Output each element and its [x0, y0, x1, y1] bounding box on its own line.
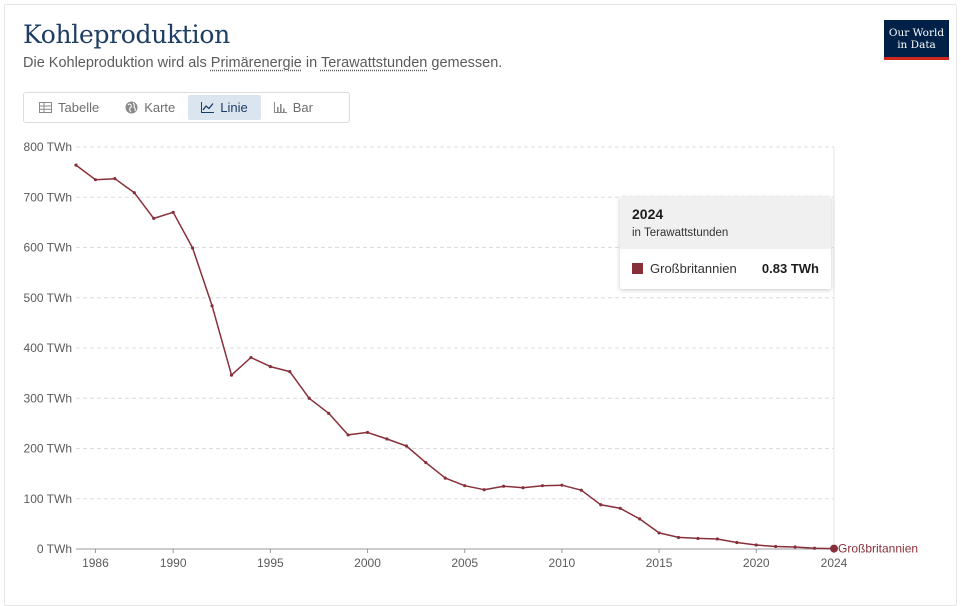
data-point — [365, 430, 370, 435]
y-tick-label: 500 TWh — [24, 291, 72, 305]
tooltip-header: 2024 in Terawattstunden — [620, 197, 831, 249]
tab-line-label: Linie — [220, 100, 248, 115]
data-point — [735, 540, 739, 545]
subtitle-text: gemessen. — [427, 55, 503, 71]
data-point — [463, 484, 467, 488]
data-point — [152, 216, 156, 220]
y-tick-label: 100 TWh — [24, 492, 72, 506]
data-point — [774, 544, 778, 549]
owid-logo[interactable]: Our World in Data — [884, 20, 949, 60]
bar-chart-icon — [273, 102, 287, 113]
data-point — [715, 537, 719, 541]
data-point — [754, 543, 758, 547]
data-point — [249, 355, 253, 360]
data-point — [540, 484, 545, 488]
data-point — [229, 373, 234, 377]
data-point — [327, 411, 331, 415]
data-point — [171, 210, 175, 214]
x-tick-label: 2015 — [646, 556, 673, 570]
data-point — [346, 433, 350, 437]
data-point — [191, 246, 195, 250]
tab-table-label: Tabelle — [58, 100, 100, 115]
y-tick-label: 200 TWh — [24, 442, 72, 456]
y-tick-label: 800 TWh — [24, 140, 72, 154]
tab-bar-label: Bar — [292, 100, 313, 115]
data-point — [696, 536, 700, 541]
data-point — [560, 483, 564, 487]
data-point — [599, 503, 603, 507]
x-tick-label: 2024 — [821, 556, 848, 570]
tooltip-year: 2024 — [632, 206, 664, 222]
data-point — [268, 364, 272, 369]
data-point — [521, 486, 525, 490]
page-title: Kohleproduktion — [23, 20, 230, 49]
data-point — [424, 460, 428, 465]
data-point — [657, 531, 661, 535]
line-chart: 0 TWh 100 TWh 200 TWh 300 TWh 400 TWh 500 TWh… — [24, 140, 919, 570]
data-point — [482, 488, 486, 492]
tooltip: 2024 in Terawattstunden Großbritannien 0… — [620, 197, 831, 289]
logo-line-1: Our World — [888, 26, 945, 39]
data-point-highlighted — [830, 544, 838, 553]
primary-energy-link[interactable]: Primärenergie — [210, 55, 302, 71]
series-swatch — [632, 263, 643, 274]
x-tick-label: 2005 — [451, 556, 478, 570]
data-point — [113, 177, 117, 181]
x-tick-label: 1986 — [82, 556, 109, 570]
globe-icon — [125, 101, 138, 114]
x-tick-label: 2020 — [743, 556, 770, 570]
terawatt-hours-link[interactable]: Terawattstunden — [320, 55, 428, 71]
subtitle-text: Die Kohleproduktion wird als — [23, 55, 211, 71]
data-point — [74, 163, 78, 167]
data-point — [618, 506, 622, 510]
data-point — [132, 191, 136, 195]
x-tick-label: 2000 — [354, 556, 381, 570]
data-point — [93, 178, 98, 182]
subtitle-text: in — [301, 55, 321, 71]
data-point — [385, 437, 389, 441]
y-tick-label: 300 TWh — [24, 391, 72, 405]
data-point — [443, 476, 447, 480]
y-tick-label: 0 TWh — [37, 542, 72, 556]
x-tick-label: 2010 — [549, 556, 576, 570]
data-point — [404, 444, 409, 448]
tab-table[interactable]: Tabelle — [26, 95, 112, 120]
tooltip-unit: in Terawattstunden — [632, 227, 729, 239]
view-tabs: Tabelle Karte Linie Bar — [23, 92, 350, 123]
tooltip-value: 0.83 TWh — [761, 261, 819, 276]
data-point — [579, 488, 583, 492]
subtitle: Die Kohleproduktion wird als Primärenerg… — [23, 55, 502, 71]
series-line — [75, 164, 835, 550]
data-point — [676, 535, 681, 540]
data-point — [501, 484, 506, 488]
tab-bar[interactable]: Bar — [261, 95, 326, 120]
x-tick-label: 1990 — [160, 556, 187, 570]
logo-line-2: in Data — [897, 38, 936, 51]
tooltip-row: Großbritannien 0.83 TWh — [620, 249, 831, 276]
tab-map-label: Karte — [144, 100, 176, 115]
y-tick-label: 400 TWh — [24, 341, 72, 355]
tab-map[interactable]: Karte — [112, 95, 188, 120]
tab-line[interactable]: Linie — [188, 95, 261, 120]
table-icon — [39, 102, 52, 113]
data-point — [288, 370, 292, 374]
y-tick-label: 600 TWh — [24, 241, 72, 255]
x-tick-label: 1995 — [257, 556, 284, 570]
tooltip-entity: Großbritannien — [650, 261, 737, 276]
data-point — [812, 546, 817, 550]
data-point — [210, 304, 214, 308]
y-tick-label: 700 TWh — [24, 190, 72, 204]
data-point — [307, 396, 311, 400]
data-point — [793, 545, 797, 549]
series-label: Großbritannien — [838, 542, 918, 556]
line-chart-icon — [201, 102, 215, 113]
data-point — [638, 517, 642, 521]
